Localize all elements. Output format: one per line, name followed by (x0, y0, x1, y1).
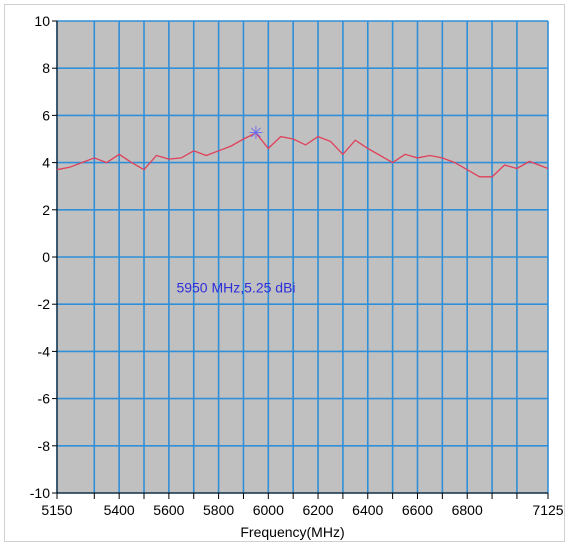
y-tick-label: 10 (34, 13, 50, 29)
y-tick-label: -8 (38, 438, 51, 454)
y-tick-label: -4 (38, 343, 51, 359)
line-chart: 10 8 6 4 2 0 -2 -4 -6 -8 -10 5150 5400 5600 5800 6000 6… (30, 13, 564, 540)
x-tick-label: 6400 (352, 502, 383, 518)
x-tick-label: 6800 (452, 502, 483, 518)
x-tick-label: 6200 (302, 502, 333, 518)
peak-annotation: 5950 MHz,5.25 dBi (176, 280, 295, 296)
x-tick-label: 5600 (153, 502, 184, 518)
x-tick-label: 6000 (253, 502, 284, 518)
y-tick-label: 2 (42, 202, 50, 218)
gain-series-line (56, 132, 549, 178)
y-tick-label: -6 (38, 391, 51, 407)
y-tick-label: 4 (42, 155, 50, 171)
x-tick-label: 6600 (402, 502, 433, 518)
x-tick-label: 5400 (104, 502, 135, 518)
y-axis: 10 8 6 4 2 0 -2 -4 -6 -8 -10 (30, 13, 58, 501)
y-tick-label: -10 (30, 485, 50, 501)
x-tick-label: 5800 (203, 502, 234, 518)
y-tick-label: 0 (42, 249, 50, 265)
y-tick-label: 6 (42, 107, 50, 123)
chart-frame: 10 8 6 4 2 0 -2 -4 -6 -8 -10 5150 5400 5600 5800 6000 6… (4, 4, 565, 542)
x-tick-label: 5150 (41, 502, 72, 518)
peak-marker: ✳ (248, 123, 263, 143)
x-tick-label: 7125 (532, 502, 563, 518)
x-axis-title: Frequency(MHz) (240, 524, 344, 540)
y-tick-label: -2 (38, 296, 51, 312)
x-axis: 5150 5400 5600 5800 6000 6200 6400 6600 6800 7125 (41, 492, 564, 518)
y-tick-label: 8 (42, 60, 50, 76)
